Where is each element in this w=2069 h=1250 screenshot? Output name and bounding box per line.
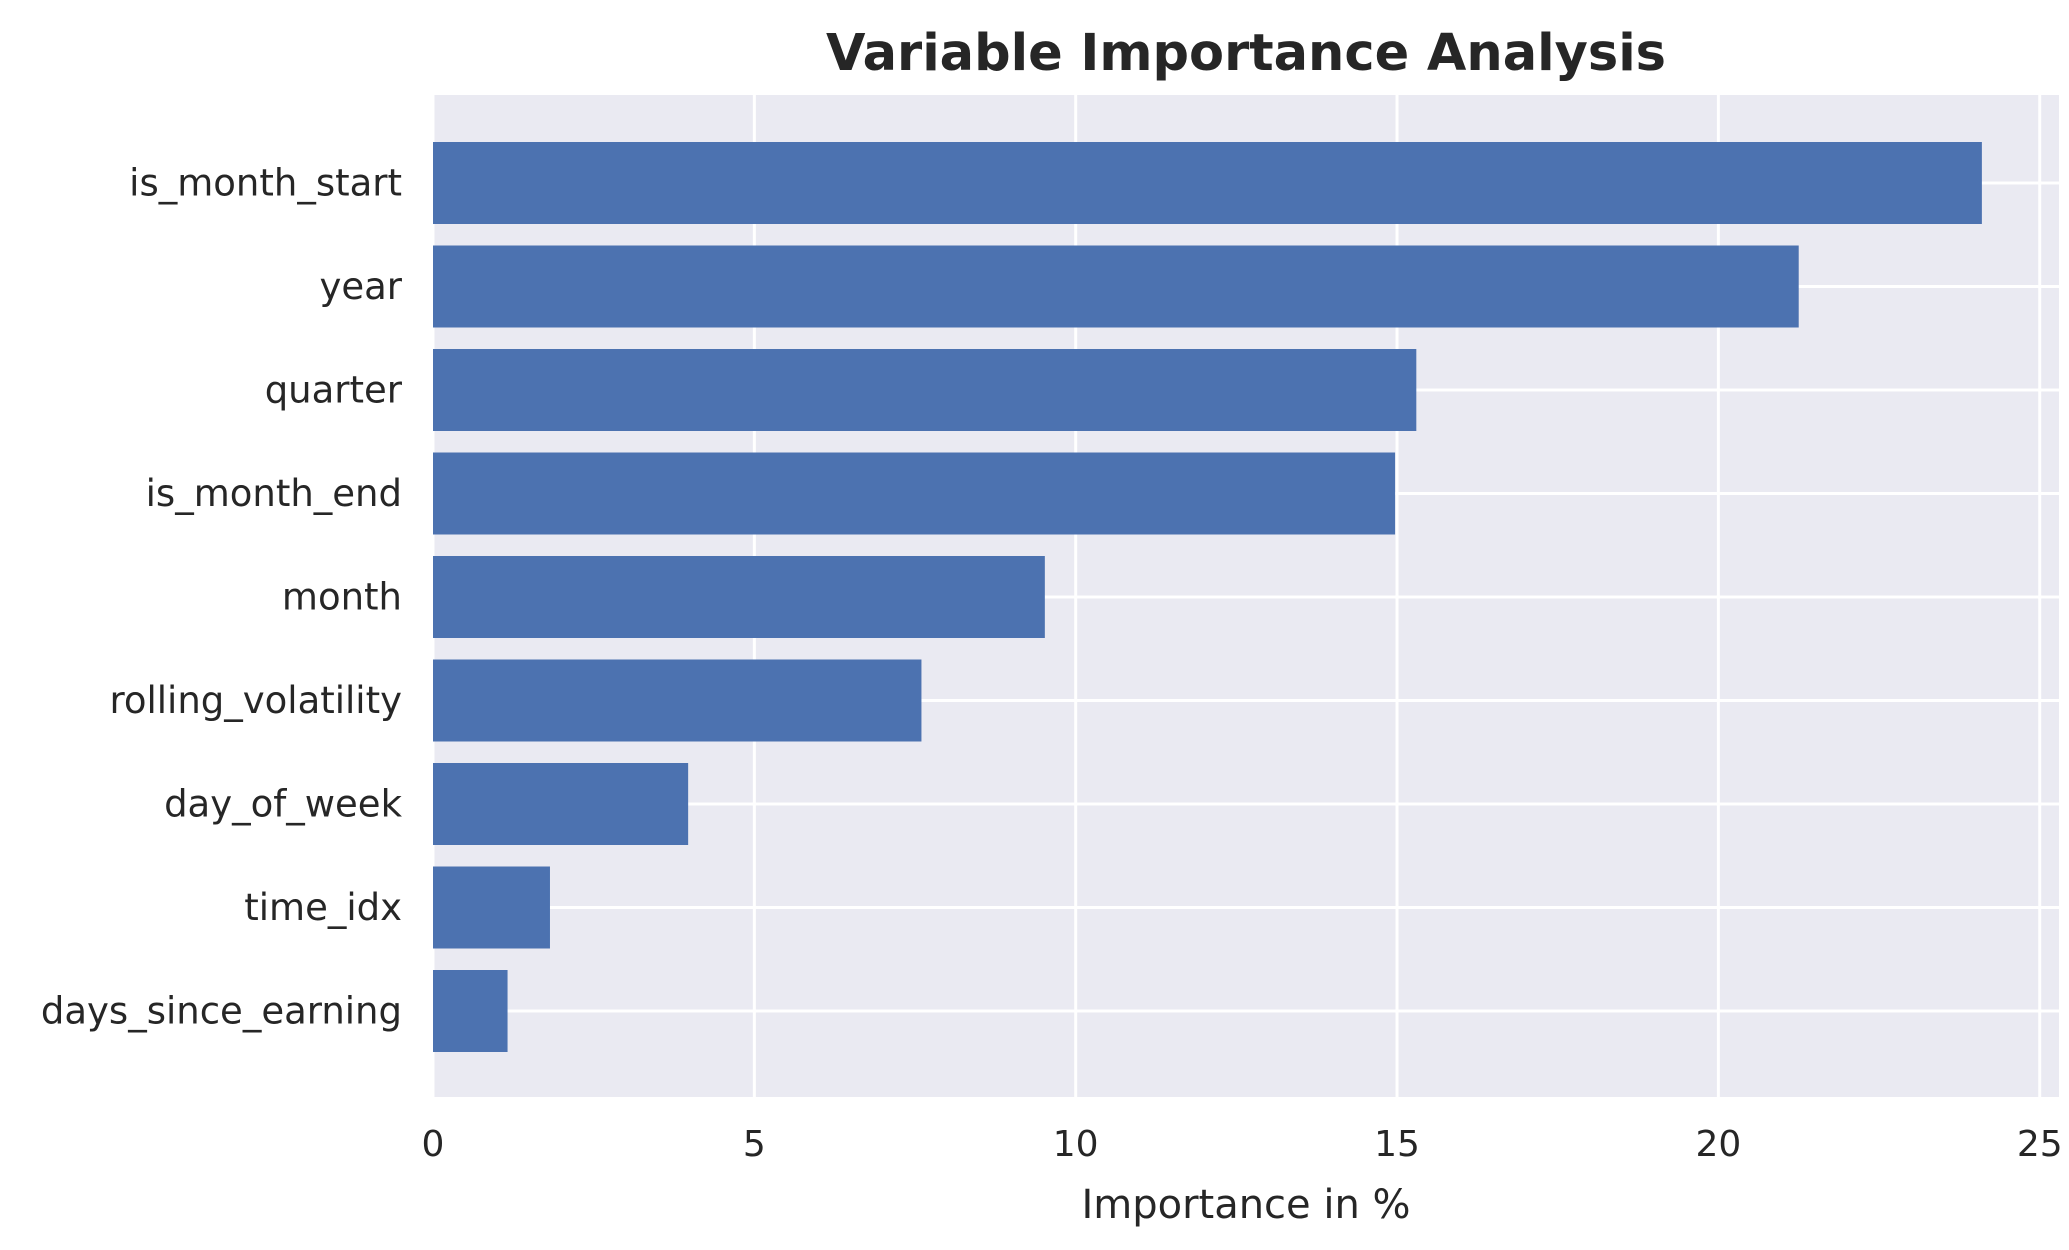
x-axis-label: Importance in % (1081, 1182, 1410, 1228)
y-tick-label: year (319, 265, 402, 308)
x-tick-label: 20 (1695, 1124, 1741, 1165)
bar-year (433, 245, 1799, 328)
bar-quarter (433, 349, 1417, 431)
y-tick-label: is_month_start (129, 162, 402, 205)
y-tick-label: rolling_volatility (109, 679, 402, 722)
y-tick-label: day_of_week (164, 783, 403, 826)
x-tick-label: 15 (1374, 1124, 1420, 1165)
x-tick-labels: 0 5 10 15 20 25 (422, 1124, 2063, 1165)
y-tick-label: is_month_end (146, 472, 402, 515)
x-tick-label: 5 (743, 1124, 766, 1165)
x-tick-label: 25 (2017, 1124, 2063, 1165)
bar-is-month-start (433, 142, 1982, 224)
y-tick-label: month (282, 576, 402, 619)
bars (433, 142, 1982, 1052)
bar-days-since-earning (433, 970, 508, 1052)
x-tick-label: 10 (1053, 1124, 1099, 1165)
y-tick-label: time_idx (244, 886, 402, 929)
bar-month (433, 556, 1045, 638)
bar-rolling-volatility (433, 659, 922, 742)
bar-day-of-week (433, 763, 689, 845)
bar-time-idx (433, 866, 550, 949)
x-tick-label: 0 (422, 1124, 445, 1165)
y-tick-label: quarter (265, 369, 403, 412)
y-tick-label: days_since_earning (41, 990, 402, 1033)
bar-is-month-end (433, 452, 1396, 535)
chart-title: Variable Importance Analysis (826, 24, 1666, 83)
